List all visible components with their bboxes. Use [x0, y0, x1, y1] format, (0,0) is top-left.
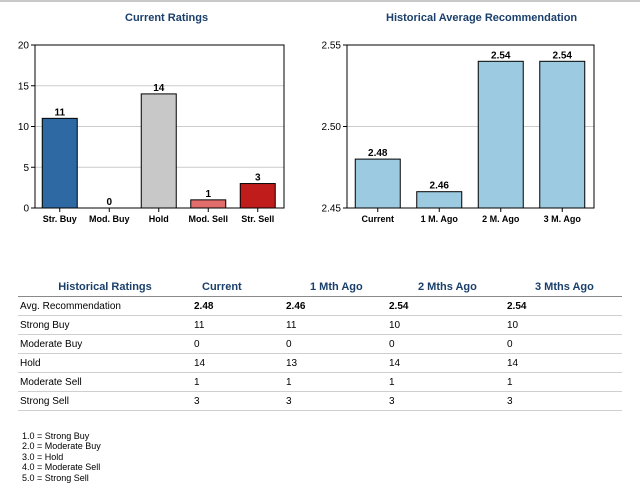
table-cell: 1: [192, 372, 284, 392]
row-label: Moderate Sell: [18, 372, 192, 392]
table-header: Current: [202, 280, 242, 293]
table-cell: 0: [505, 334, 622, 354]
row-label: Strong Buy: [18, 315, 192, 335]
historical-ratings-table: Historical Ratings Current 1 Mth Ago 2 M…: [18, 277, 622, 411]
table-cell: 13: [284, 353, 387, 373]
table-header: Historical Ratings: [58, 280, 152, 293]
table-header-row: Historical Ratings Current 1 Mth Ago 2 M…: [18, 277, 622, 297]
chart1-title: Current Ratings: [125, 12, 209, 24]
y-tick-label: 15: [18, 81, 30, 92]
table-header: 2 Mths Ago: [418, 280, 477, 293]
bar: [416, 191, 463, 209]
y-tick-label: 10: [18, 122, 30, 133]
charts-canvas: 0 5 10 15 20 11 Str. Buy 0 Mod. Buy 14 Hold 1 Mod. S…: [18, 41, 595, 224]
table-cell: 14: [505, 353, 622, 373]
table-cell: 10: [387, 315, 505, 335]
bar: [354, 158, 401, 209]
bar: [41, 117, 78, 209]
table-cell: 3: [387, 391, 505, 411]
table-row: Hold 14 13 14 14: [18, 353, 622, 373]
category-label: Str. Sell: [241, 214, 274, 224]
legend-line: 5.0 = Strong Sell: [22, 472, 89, 483]
table-row: Moderate Buy 0 0 0 0: [18, 334, 622, 354]
table-cell: 2.48: [192, 296, 284, 316]
data-label: 2.46: [430, 181, 450, 192]
category-label: Current: [361, 214, 394, 224]
y-tick-label: 2.55: [322, 41, 342, 52]
row-label: Moderate Buy: [18, 334, 192, 354]
y-tick-label: 5: [23, 163, 29, 174]
data-label: 14: [153, 83, 165, 94]
table-cell: 10: [505, 315, 622, 335]
bar: [190, 199, 227, 209]
table-cell: 2.54: [387, 296, 505, 316]
table-cell: 2.46: [284, 296, 387, 316]
table-row: Moderate Sell 1 1 1 1: [18, 372, 622, 392]
table-row: Avg. Recommendation 2.48 2.46 2.54 2.54: [18, 296, 622, 316]
table-cell: 14: [192, 353, 284, 373]
table-cell: 11: [192, 315, 284, 335]
data-label: 11: [54, 107, 65, 118]
chart2-title: Historical Average Recommendation: [386, 12, 578, 24]
table-cell: 0: [192, 334, 284, 354]
category-label: 2 M. Ago: [482, 214, 520, 224]
table-cell: 14: [387, 353, 505, 373]
category-label: Hold: [149, 214, 169, 224]
row-label: Hold: [18, 353, 192, 373]
table-header: 1 Mth Ago: [310, 280, 363, 293]
data-label: 2.54: [491, 50, 511, 61]
plot-frame: [346, 44, 595, 209]
data-label: 2.54: [553, 50, 573, 61]
table-row: Strong Buy 11 11 10 10: [18, 315, 622, 335]
rating-scale-legend: 1.0 = Strong Buy 2.0 = Moderate Buy 3.0 …: [22, 431, 101, 483]
table-cell: 1: [505, 372, 622, 392]
table-cell: 3: [505, 391, 622, 411]
y-tick-label: 2.50: [322, 122, 342, 133]
table-cell: 3: [284, 391, 387, 411]
bar: [477, 60, 524, 209]
table-cell: 2.54: [505, 296, 622, 316]
row-label: Strong Sell: [18, 391, 192, 411]
data-label: 0: [106, 197, 112, 208]
table-row: Strong Sell 3 3 3 3: [18, 391, 622, 411]
category-label: Str. Buy: [43, 214, 77, 224]
table-cell: 1: [387, 372, 505, 392]
y-tick-label: 0: [23, 204, 29, 215]
legend-line: 2.0 = Moderate Buy: [22, 441, 101, 452]
data-label: 3: [255, 173, 261, 184]
table-cell: 0: [284, 334, 387, 354]
legend-line: 4.0 = Moderate Sell: [22, 462, 101, 473]
table-cell: 3: [192, 391, 284, 411]
legend-line: 3.0 = Hold: [22, 451, 64, 462]
y-tick-label: 20: [18, 41, 30, 52]
legend-line: 1.0 = Strong Buy: [22, 431, 90, 441]
data-label: 1: [205, 189, 211, 200]
table-header: 3 Mths Ago: [535, 280, 594, 293]
table-cell: 11: [284, 315, 387, 335]
y-tick-label: 2.45: [322, 204, 342, 215]
top-border: [0, 0, 640, 2]
bar: [239, 183, 276, 209]
category-label: Mod. Buy: [89, 214, 130, 224]
table-cell: 0: [387, 334, 505, 354]
bar: [539, 60, 586, 209]
category-label: Mod. Sell: [188, 214, 228, 224]
category-label: 3 M. Ago: [544, 214, 582, 224]
table-cell: 1: [284, 372, 387, 392]
bar: [140, 93, 177, 209]
category-label: 1 M. Ago: [421, 214, 459, 224]
row-label: Avg. Recommendation: [18, 296, 192, 316]
data-label: 2.48: [368, 148, 388, 159]
